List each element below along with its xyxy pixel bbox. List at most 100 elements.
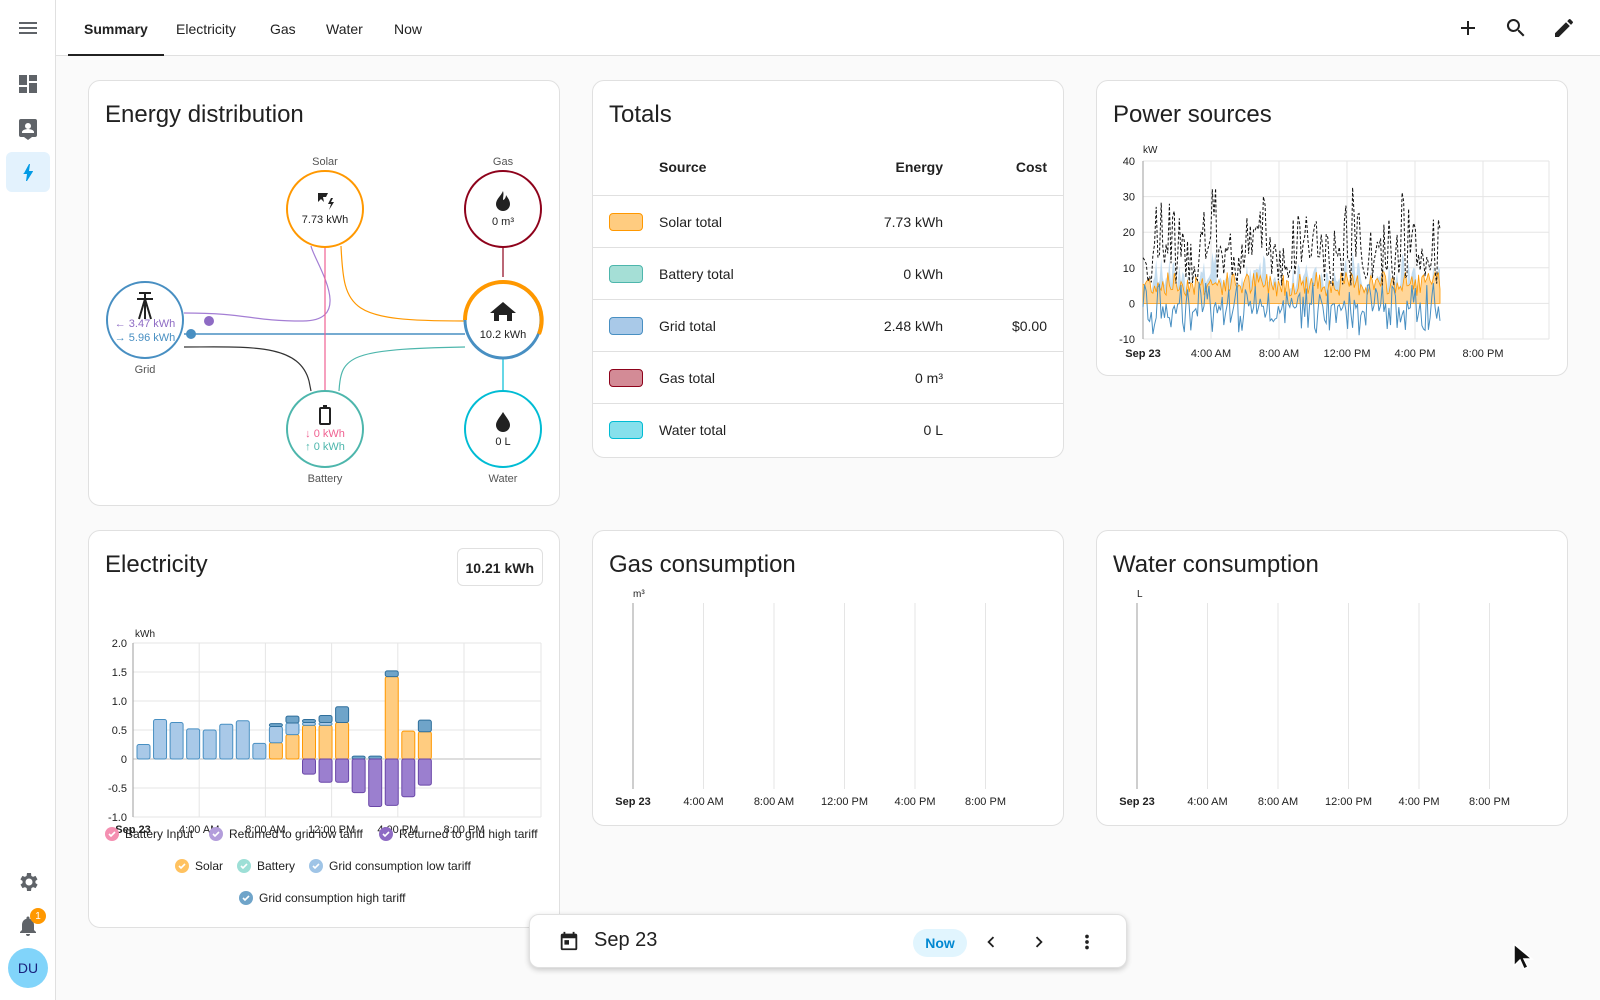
calendar-button[interactable] <box>558 930 580 957</box>
bar-segment[interactable] <box>417 758 432 786</box>
battery-label: Battery <box>308 473 343 485</box>
add-button[interactable] <box>1448 8 1488 48</box>
bar-segment[interactable] <box>401 730 416 760</box>
bar-segment[interactable] <box>202 729 217 760</box>
sidebar-item-people[interactable] <box>6 108 50 148</box>
water-value: 0 L <box>495 436 510 448</box>
table-row: Water total 0 L <box>593 403 1063 455</box>
x-tick-label: 12:00 PM <box>1323 348 1370 360</box>
bar-segment[interactable] <box>252 742 267 760</box>
legend-item[interactable]: Solar <box>175 859 223 873</box>
bar-segment[interactable] <box>268 726 283 744</box>
avatar[interactable]: DU <box>8 948 48 988</box>
legend-item[interactable]: Returned to grid high tariff <box>379 827 538 841</box>
bar-segment[interactable] <box>285 715 300 724</box>
search-button[interactable] <box>1496 8 1536 48</box>
unit-label: kWh <box>135 629 155 640</box>
bar-segment[interactable] <box>285 722 300 736</box>
bar-segment[interactable] <box>417 719 432 733</box>
battery-node[interactable] <box>286 390 364 468</box>
bar-segment[interactable] <box>169 721 184 760</box>
bar-segment[interactable] <box>186 728 201 760</box>
bar-segment[interactable] <box>302 724 316 760</box>
legend-item[interactable]: Returned to grid low tariff <box>209 827 363 841</box>
more-options-button[interactable] <box>1071 926 1103 958</box>
x-tick-label: 12:00 PM <box>1325 796 1372 808</box>
table-row: Solar total 7.73 kWh <box>593 195 1063 247</box>
column-source: Source <box>659 159 707 175</box>
sidebar-item-overview[interactable] <box>6 64 50 104</box>
bar-segment[interactable] <box>268 723 283 728</box>
source-name: Solar total <box>659 214 723 230</box>
bar-segment[interactable] <box>351 758 366 794</box>
selected-date[interactable]: Sep 23 <box>594 929 658 951</box>
bar-segment[interactable] <box>318 724 333 760</box>
y-tick-label: 2.0 <box>112 638 127 650</box>
bar-segment[interactable] <box>384 758 399 806</box>
tab-summary[interactable]: Summary <box>68 0 164 56</box>
y-tick-label: 20 <box>1123 227 1135 239</box>
x-tick-label: 8:00 PM <box>1463 348 1504 360</box>
x-tick-label: 4:00 AM <box>1187 796 1227 808</box>
bar-segment[interactable] <box>318 715 333 723</box>
bar-segment[interactable] <box>219 723 234 760</box>
flow-dot-grid <box>186 329 196 339</box>
bar-segment[interactable] <box>235 720 250 760</box>
bar-segment[interactable] <box>384 670 399 678</box>
bar-segment[interactable] <box>401 758 416 798</box>
menu-button[interactable] <box>6 8 50 48</box>
tab-water[interactable]: Water <box>326 21 363 37</box>
solar-area <box>1142 270 1441 304</box>
bar-segment[interactable] <box>335 721 350 760</box>
bar-segment[interactable] <box>335 758 350 783</box>
grid-label: Grid <box>135 364 156 376</box>
previous-button[interactable] <box>975 926 1007 958</box>
tab-gas[interactable]: Gas <box>270 21 296 37</box>
card-title: Power sources <box>1113 101 1272 128</box>
bar-segment[interactable] <box>318 758 333 783</box>
energy-value: 0 m³ <box>915 370 943 386</box>
sidebar-item-energy[interactable] <box>6 152 50 192</box>
bar-segment[interactable] <box>153 719 168 760</box>
bar-segment[interactable] <box>302 719 316 723</box>
check-icon <box>237 859 251 873</box>
legend-label: Returned to grid high tariff <box>399 827 538 841</box>
legend-item[interactable]: Grid consumption low tariff <box>309 859 471 873</box>
legend-item[interactable]: Battery <box>237 859 295 873</box>
tab-electricity[interactable]: Electricity <box>176 21 236 37</box>
dashboard-icon <box>19 75 37 93</box>
legend-item[interactable]: Battery Input <box>105 827 193 841</box>
card-title: Energy distribution <box>105 101 304 128</box>
edit-button[interactable] <box>1544 8 1584 48</box>
x-tick-label: 4:00 PM <box>895 796 936 808</box>
y-tick-label: 30 <box>1123 192 1135 204</box>
legend-item[interactable]: Grid consumption high tariff <box>239 891 406 905</box>
bar-segment[interactable] <box>285 734 300 760</box>
solar-node[interactable] <box>286 170 364 248</box>
x-tick-label: 8:00 PM <box>444 824 485 836</box>
bar-segment[interactable] <box>384 676 399 760</box>
sidebar-item-notifications[interactable]: 1 <box>6 906 50 946</box>
bar-segment[interactable] <box>368 758 383 808</box>
totals-card: Totals Source Energy Cost Solar total 7.7… <box>592 80 1064 458</box>
energy-distribution-card: Energy distribution Solar 7.73 kWh Gas 0… <box>88 80 560 506</box>
gas-consumption-card: Gas consumption m³ Sep 23 4:00 AM 8:00 AM 12… <box>592 530 1064 826</box>
next-button[interactable] <box>1023 926 1055 958</box>
bar-segment[interactable] <box>302 758 316 775</box>
grid-node[interactable] <box>106 281 184 359</box>
water-label: Water <box>489 473 518 485</box>
bar-segment[interactable] <box>335 706 350 723</box>
check-icon <box>309 859 323 873</box>
table-row: Grid total 2.48 kWh $0.00 <box>593 299 1063 351</box>
check-icon <box>209 827 223 841</box>
now-button[interactable]: Now <box>913 929 967 957</box>
y-tick-label: 0 <box>1129 298 1135 310</box>
bar-segment[interactable] <box>268 742 283 760</box>
sidebar-item-settings[interactable] <box>6 862 50 902</box>
tab-now[interactable]: Now <box>394 21 423 37</box>
bar-segment[interactable] <box>417 731 432 760</box>
gas-label: Gas <box>493 156 514 168</box>
chevron-right-icon <box>1035 936 1043 948</box>
bar-segment[interactable] <box>136 744 151 760</box>
home-consumption-line <box>1142 187 1441 286</box>
